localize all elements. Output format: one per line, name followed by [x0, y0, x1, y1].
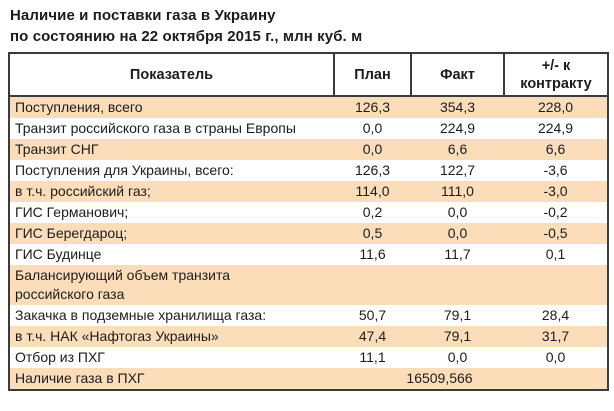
row-label: Балансирующий объем транзита российского…: [15, 267, 231, 302]
cell-fact: 224,9: [439, 120, 476, 136]
row-label-cell: Транзит российского газа в страны Европы: [9, 118, 334, 139]
row-label-cell: Закачка в подземные хранилища газа:: [9, 305, 334, 326]
row-label: Транзит СНГ: [15, 141, 99, 157]
header-delta-text: +/- к контракту: [520, 57, 592, 92]
row-label-cell: ГИС Берегдароц;: [9, 223, 334, 244]
cell-delta: -0,5: [543, 225, 568, 241]
row-label: ГИС Берегдароц;: [15, 225, 128, 241]
cell-plan: 0,0: [362, 120, 383, 136]
cell-merged-value: 16509,566: [406, 370, 473, 386]
row-label-cell: Поступления для Украины, всего:: [9, 160, 334, 181]
cell-plan: 50,7: [358, 307, 387, 323]
row-label-cell: Транзит СНГ: [9, 139, 334, 160]
title-line-1: Наличие и поставки газа в Украину: [10, 7, 276, 24]
row-label: ГИС Будинце: [15, 246, 102, 262]
table-row: Транзит российского газа в страны Европы…: [9, 118, 608, 139]
row-label-cell: Наличие газа в ПХГ: [9, 368, 334, 390]
cell-delta: 28,4: [541, 307, 570, 323]
table-row: Поступления, всего 126,3 354,3 228,0: [9, 96, 608, 118]
cell-plan: 126,3: [354, 99, 391, 115]
cell-delta: [504, 265, 608, 305]
cell-fact: [411, 265, 504, 305]
cell-fact: 354,3: [439, 99, 476, 115]
cell-delta: 31,7: [541, 328, 570, 344]
title-line-2: по состоянию на 22 октября 2015 г., млн …: [10, 28, 363, 45]
row-label-cell: Отбор из ПХГ: [9, 347, 334, 368]
cell-plan: 0,0: [362, 141, 383, 157]
cell-delta: 228,0: [537, 99, 574, 115]
row-label: Наличие газа в ПХГ: [15, 370, 145, 386]
cell-fact: 79,1: [443, 307, 472, 323]
row-label-cell: Балансирующий объем транзита российского…: [9, 265, 334, 305]
row-label-cell: ГИС Германович;: [9, 202, 334, 223]
cell-fact: 0,0: [447, 204, 468, 220]
table-row: в т.ч. НАК «Нафтогаз Украины» 47,4 79,1 31,…: [9, 326, 608, 347]
header-row: Показатель План Факт +/- к контракту: [9, 53, 608, 97]
table-row: ГИС Берегдароц; 0,5 0,0 -0,5: [9, 223, 608, 244]
cell-plan: 0,2: [362, 204, 383, 220]
cell-plan: [334, 265, 411, 305]
row-label: Поступления, всего: [15, 99, 143, 115]
cell-fact: 0,0: [447, 225, 468, 241]
row-label: Поступления для Украины, всего:: [15, 162, 234, 178]
row-label: в т.ч. НАК «Нафтогаз Украины»: [15, 328, 219, 344]
page-title: Наличие и поставки газа в Украину по сос…: [10, 5, 362, 47]
cell-fact: 11,7: [444, 246, 471, 262]
gas-supply-table: Показатель План Факт +/- к контракту Пос…: [8, 52, 609, 391]
cell-delta: 6,6: [545, 141, 566, 157]
table-row: Отбор из ПХГ 11,1 0,0 0,0: [9, 347, 608, 368]
cell-plan: 11,1: [359, 349, 386, 365]
cell-plan: 11,6: [359, 246, 386, 262]
cell-delta: 0,0: [545, 349, 566, 365]
cell-fact: 111,0: [441, 183, 474, 199]
table-row: ГИС Будинце 11,6 11,7 0,1: [9, 244, 608, 265]
table-row: ГИС Германович; 0,2 0,0 -0,2: [9, 202, 608, 223]
header-fact: Факт: [410, 53, 504, 97]
header-delta: +/- к контракту: [503, 53, 608, 97]
cell-plan: 0,5: [362, 225, 383, 241]
cell-fact: 122,7: [439, 162, 476, 178]
cell-delta: -3,6: [543, 162, 568, 178]
row-label-cell: ГИС Будинце: [9, 244, 334, 265]
table-row: Поступления для Украины, всего: 126,3 122,…: [9, 160, 608, 181]
table-row: Наличие газа в ПХГ 16509,566: [9, 368, 608, 390]
table-row: Закачка в подземные хранилища газа: 50,7 7…: [9, 305, 608, 326]
cell-delta: 0,1: [545, 246, 566, 262]
row-label: Закачка в подземные хранилища газа:: [15, 307, 267, 323]
table-row: Транзит СНГ 0,0 6,6 6,6: [9, 139, 608, 160]
header-plan: План: [333, 53, 411, 97]
row-label: ГИС Германович;: [15, 204, 129, 220]
cell-plan: 126,3: [354, 162, 391, 178]
cell-delta: -0,2: [543, 204, 568, 220]
cell-fact: 79,1: [443, 328, 472, 344]
cell-plan: 114,0: [355, 183, 390, 199]
row-label-cell: в т.ч. российский газ;: [9, 181, 334, 202]
table-row: Балансирующий объем транзита российского…: [9, 265, 608, 305]
row-label: Отбор из ПХГ: [15, 349, 105, 365]
header-indicator: Показатель: [9, 53, 334, 97]
row-label-cell: в т.ч. НАК «Нафтогаз Украины»: [9, 326, 334, 347]
cell-fact: 6,6: [447, 141, 468, 157]
table-row: в т.ч. российский газ; 114,0 111,0 -3,0: [9, 181, 608, 202]
row-label-cell: Поступления, всего: [9, 96, 334, 118]
row-label: Транзит российского газа в страны Европы: [15, 120, 296, 136]
cell-delta: -3,0: [543, 183, 568, 199]
row-label: в т.ч. российский газ;: [15, 183, 151, 199]
cell-fact: 0,0: [447, 349, 468, 365]
cell-plan: 47,4: [358, 328, 387, 344]
cell-delta: 224,9: [537, 120, 574, 136]
